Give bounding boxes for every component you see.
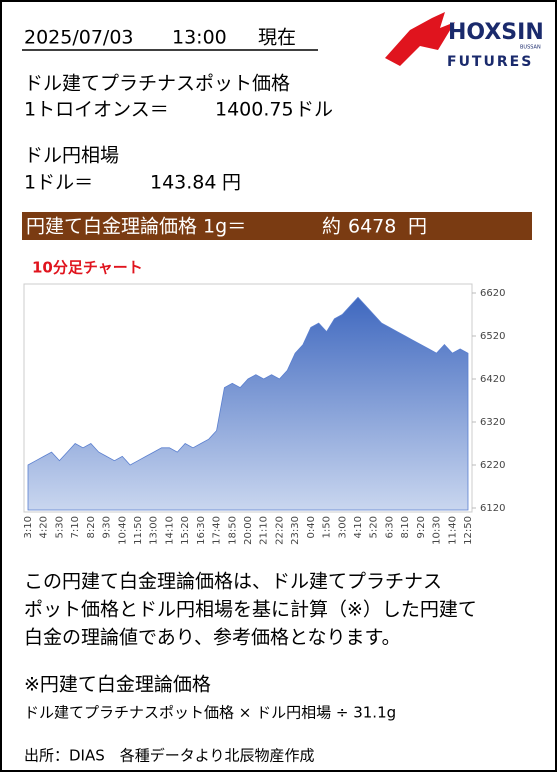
x-tick-label: 4:20 [39, 516, 50, 538]
logo-name: HOXSIN [448, 20, 544, 45]
y-tick-label: 6520 [480, 331, 505, 342]
chart: 6120 6220 6320 6420 6520 6620 3:10 4:20 5:30 7:10… [23, 288, 505, 545]
x-tick-label: 14:10 [164, 516, 175, 545]
x-tick-label: 3:10 [23, 516, 34, 538]
x-tick-label: 9:20 [416, 516, 427, 538]
fx-unit: 円 [222, 172, 241, 194]
y-tick-label: 6420 [480, 374, 505, 385]
y-tick-label: 6220 [480, 460, 505, 471]
x-tick-label: 22:20 [274, 516, 285, 545]
x-tick-label: 1:50 [322, 516, 333, 538]
formula-text: ドル建てプラチナスポット価格 × ドル円相場 ÷ 31.1g [24, 704, 396, 722]
x-tick-label: 12:50 [463, 516, 474, 545]
note-line: 白金の理論値であり、参考価格となります。 [24, 627, 401, 649]
chart-title: 10分足チャート [32, 259, 143, 277]
logo-sub: FUTURES [447, 54, 533, 70]
area [27, 296, 469, 511]
plot-frame [23, 283, 473, 513]
x-tick-label: 0:40 [306, 516, 317, 538]
fx-label: ドル円相場 [24, 145, 119, 167]
x-tick-label: 8:10 [400, 516, 411, 538]
platinum-value: 1400.75 [215, 99, 294, 121]
x-tick-label: 4:10 [353, 516, 364, 538]
banner-value: 6478 [348, 216, 396, 238]
fx-value: 143.84 [150, 172, 216, 194]
x-tick-label: 13:00 [149, 516, 160, 545]
note-line: ポット価格とドル円相場を基に計算（※）した円建て [24, 599, 477, 621]
x-tick-label: 17:40 [212, 516, 223, 545]
x-tick-label: 23:30 [290, 516, 301, 545]
x-tick-label: 5:20 [369, 516, 380, 538]
y-tick-label: 6120 [480, 503, 505, 514]
x-tick-label: 20:00 [243, 516, 254, 545]
x-tick-label: 10:40 [117, 516, 128, 545]
banner [22, 212, 532, 240]
x-tick-label: 16:30 [196, 516, 207, 545]
banner-unit: 円 [408, 216, 427, 238]
x-tick-label: 15:20 [180, 516, 191, 545]
x-tick-label: 6:30 [384, 516, 395, 538]
banner-prefix: 約 [322, 216, 341, 238]
x-tick-label: 11:40 [447, 516, 458, 545]
header-suffix: 現在 [258, 27, 296, 49]
platinum-unit-label: 1トロイオンス＝ [24, 99, 169, 121]
x-tick-label: 21:10 [259, 516, 270, 545]
x-tick-label: 8:20 [86, 516, 97, 538]
header-date: 2025/07/03 [24, 27, 134, 49]
platinum-unit: ドル [295, 99, 333, 121]
x-tick-label: 10:30 [432, 516, 443, 545]
y-tick-label: 6320 [480, 417, 505, 428]
source: 出所：DIAS 各種データより北辰物産作成 [24, 747, 314, 765]
fx-unit-label: 1ドル＝ [24, 172, 93, 194]
x-tick-label: 7:10 [70, 516, 81, 538]
logo-swoosh [385, 12, 455, 66]
x-tick-label: 5:30 [54, 516, 65, 538]
formula-title: ※円建て白金理論価格 [24, 674, 211, 696]
x-tick-label: 11:50 [133, 516, 144, 545]
y-tick-label: 6620 [480, 288, 505, 299]
x-tick-label: 3:00 [337, 516, 348, 538]
banner-label: 円建て白金理論価格 1g＝ [26, 216, 246, 238]
x-tick-label: 18:50 [227, 516, 238, 545]
platinum-label: ドル建てプラチナスポット価格 [24, 73, 290, 95]
logo-small: BUSSAN [520, 45, 541, 51]
note-line: この円建て白金理論価格は、ドル建てプラチナス [24, 571, 442, 593]
x-tick-label: 9:30 [102, 516, 113, 538]
header-time: 13:00 [172, 27, 227, 49]
